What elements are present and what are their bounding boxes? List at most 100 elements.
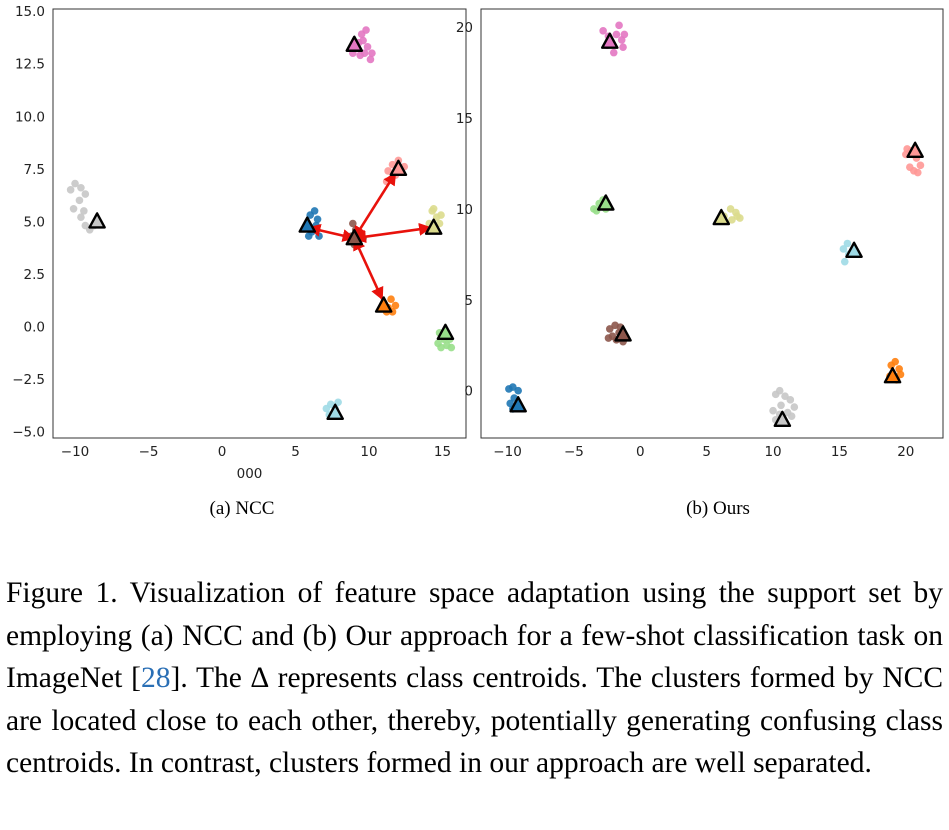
scatter-point <box>304 232 313 240</box>
centroid-triangle <box>596 194 615 211</box>
scatter-point <box>437 211 445 219</box>
x-axis-label: 000 <box>237 466 263 482</box>
y-tick-label: 2.5 <box>24 267 45 283</box>
scatter-point <box>77 213 85 221</box>
scatter-point <box>896 370 905 379</box>
x-tick-label: 5 <box>291 444 300 460</box>
x-tick-label: −5 <box>564 444 584 460</box>
scatter-point <box>839 245 848 253</box>
scatter-point <box>609 48 618 57</box>
scatter-point <box>362 26 370 34</box>
scatter-point <box>726 205 735 213</box>
scatter-point <box>906 163 914 171</box>
x-tick-label: 5 <box>702 444 711 460</box>
centroid-triangle <box>712 208 731 226</box>
centroid-triangle <box>326 403 344 420</box>
scatter-point <box>71 179 79 188</box>
y-tick-label: 20 <box>456 20 473 36</box>
y-tick-label: 7.5 <box>24 162 45 178</box>
y-tick-label: 12.5 <box>15 57 45 73</box>
y-tick-label: 5 <box>464 293 473 309</box>
scatter-point <box>387 295 395 304</box>
scatter-point <box>509 383 517 391</box>
x-tick-label: 0 <box>636 444 645 460</box>
caption-text-start: Figure 1. Visualization of feature space… <box>6 577 943 694</box>
x-tick-label: −5 <box>139 444 159 460</box>
plot-frame <box>480 8 944 439</box>
distance-arrow <box>353 237 384 301</box>
x-tick-label: −10 <box>61 444 90 460</box>
centroid-triangle <box>845 241 863 258</box>
x-tick-label: 20 <box>897 444 914 460</box>
centroid-triangle <box>424 218 443 235</box>
centroid-triangle <box>345 35 364 52</box>
centroid-triangle <box>906 141 924 158</box>
scatter-point <box>777 401 785 410</box>
y-tick-label: −5.0 <box>12 425 45 441</box>
figure-caption: Figure 1. Visualization of feature space… <box>6 572 943 785</box>
scatter-point <box>605 325 614 333</box>
centroid-triangle <box>614 325 632 342</box>
x-tick-label: −10 <box>493 444 522 460</box>
scatter-point <box>366 55 375 64</box>
scatter-point <box>66 186 75 194</box>
scatter-point <box>903 145 911 153</box>
scatter-point <box>781 392 789 400</box>
scatter-point <box>728 216 736 224</box>
scatter-point <box>447 343 456 352</box>
plot-frame <box>52 8 467 439</box>
scatter-point <box>916 161 925 170</box>
y-tick-label: 0 <box>464 384 473 400</box>
x-tick-label: 15 <box>434 444 451 460</box>
caption-text-end: ]. The ∆ represents class centroids. The… <box>6 662 943 779</box>
scatter-point <box>514 386 522 395</box>
subcaption-ncc: (a) NCC <box>210 498 275 519</box>
scatter-point <box>790 403 799 411</box>
panel-ours: −10 −5 0 5 10 15 20 0 5 10 15 20 <box>456 8 944 460</box>
scatter-point <box>913 168 922 177</box>
panel-ncc: −10 −5 0 5 10 15 −5.0 −2.5 0.0 2.5 5.0 7.5 10.0 12.5 1… <box>12 4 467 482</box>
scatter-point <box>315 232 323 240</box>
scatter-point <box>69 204 78 213</box>
scatter-point <box>891 357 900 366</box>
scatter-point <box>368 49 376 57</box>
y-tick-label: 0.0 <box>24 320 45 336</box>
scatter-point <box>599 27 607 35</box>
scatter-point <box>786 396 795 404</box>
y-tick-label: 10.0 <box>15 109 45 125</box>
x-tick-label: 0 <box>218 444 227 460</box>
centroid-triangle <box>345 229 364 246</box>
scatter-point <box>769 406 777 415</box>
x-tick-label: 10 <box>360 444 377 460</box>
centroid-triangle <box>298 216 317 233</box>
subcaption-ours: (b) Ours <box>686 498 750 519</box>
scatter-point <box>313 215 322 224</box>
centroid-triangle <box>883 366 902 384</box>
y-tick-label: 10 <box>456 202 473 218</box>
scatter-point <box>334 398 342 407</box>
centroid-triangle <box>509 396 527 413</box>
scatter-point <box>619 43 627 51</box>
y-tick-label: −2.5 <box>12 372 45 388</box>
distance-arrow <box>353 222 433 244</box>
scatter-point <box>434 339 442 348</box>
scatter-point <box>429 204 438 213</box>
scatter-point <box>840 257 849 266</box>
scatter-point <box>620 30 629 39</box>
scatter-point <box>787 412 796 420</box>
citation-link[interactable]: 28 <box>141 662 171 694</box>
scatter-point <box>359 36 367 45</box>
figure-panels: −10 −5 0 5 10 15 −5.0 −2.5 0.0 2.5 5.0 7.5 10.0 12.5 1… <box>12 4 944 519</box>
scatter-point <box>75 196 84 205</box>
scatter-point <box>81 190 90 198</box>
centroid-triangle <box>600 32 619 49</box>
centroid-triangle <box>436 323 455 341</box>
distance-arrow <box>307 224 356 242</box>
scatter-point <box>775 386 784 395</box>
centroid-triangle <box>389 159 408 177</box>
y-tick-label: 15.0 <box>15 4 45 20</box>
centroid-triangle <box>374 296 393 313</box>
scatter-point <box>391 301 400 310</box>
y-tick-label: 15 <box>456 111 473 127</box>
scatter-point <box>80 207 88 215</box>
